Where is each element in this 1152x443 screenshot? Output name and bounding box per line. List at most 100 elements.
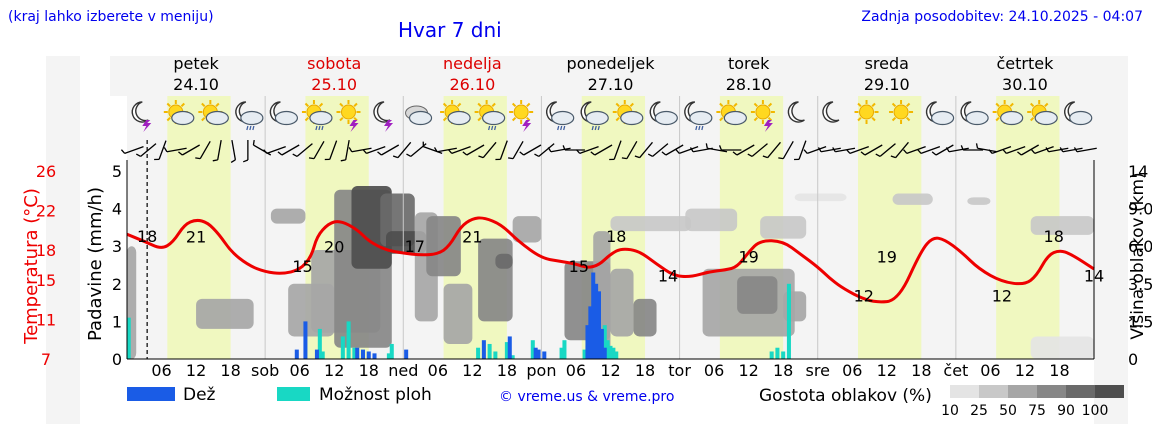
wind-shaft [652,143,669,157]
wind-feather [292,153,298,157]
rain-bar [355,347,360,359]
wind-feather [392,155,399,159]
wind-shaft [296,143,313,157]
wind-shaft [977,147,998,153]
city-select-note[interactable]: (kraj lahko izberete v meniju) [8,9,214,25]
rain-bar [303,321,308,359]
wind-shaft [281,144,300,156]
wind-shaft [1048,147,1069,153]
x-tick-label: 18 [635,361,655,380]
sun-cloud-icon [612,100,644,126]
cloud-cover-patch [196,298,254,329]
daylight-band [858,96,922,359]
cloud-cover-patch [685,208,738,232]
lightning-bolt [349,120,359,132]
cloud-cover-patch [426,216,461,277]
wind-feather [762,155,768,159]
rain-drop [315,125,318,131]
sun-ray [1030,102,1035,108]
wind-barb-icon [1059,147,1083,153]
shower-bar [781,351,786,359]
day-date: 26.10 [449,75,495,94]
wind-shaft [351,147,372,153]
sun-ray [339,102,344,108]
wind-barb-icon [794,140,807,161]
cloud-density-title: Gostota oblakov (%) [759,386,932,406]
copyright-link[interactable]: © vreme.us & vreme.pro [499,389,674,405]
wind-barb-icon [647,143,669,157]
wind-barb-icon [931,144,954,156]
wind-barbs-row [120,139,1097,163]
wind-barb-icon [212,140,222,162]
cloud-height-axis-title: Višina oblakov (km) [1128,172,1148,339]
wind-feather [975,143,979,149]
wind-shaft [991,145,1012,155]
wind-barb-icon [163,147,187,153]
lightning-bolt [142,120,152,132]
cloud-shape [1000,110,1024,126]
wind-barb-icon [195,141,211,160]
wind-barb-icon [609,140,622,161]
rain-bar [536,349,541,359]
density-swatch [1095,385,1124,398]
wind-feather [252,139,255,146]
sun-ray [166,116,171,122]
x-tick-label: 18 [359,361,379,380]
x-tick-label: 12 [186,361,206,380]
sun-icon [889,100,914,124]
wind-shaft [466,144,485,156]
wind-barb-icon [778,141,794,160]
x-tick-label: 12 [1015,361,1035,380]
wind-shaft [140,143,157,157]
sun-ray [753,102,758,108]
shower-bar [389,343,394,359]
wind-shaft [182,144,200,156]
rain-bar [294,349,299,359]
wind-barb-icon [960,145,984,151]
cloud-height-tick-label: 0 [1128,350,1138,369]
rain-bar [404,349,409,359]
sun-ray [1009,102,1014,108]
wind-barb-icon [433,147,457,153]
wind-barb-icon [1017,144,1039,156]
cloud-cover-layer [127,186,1094,359]
shower-bar [487,343,492,359]
temperature-tick-label: 7 [41,350,51,369]
cloud-cover-patch [610,268,634,337]
density-swatch [1037,385,1066,398]
wind-shaft [895,141,909,159]
shower-bar [602,325,607,359]
wind-barb-icon [718,145,742,151]
wind-barb-icon [277,144,300,156]
temperature-tick-label: 11 [36,310,56,329]
day-headers: petek 24.10 sobota 25.10 nedelja 26.10 ponedel… [173,54,1054,94]
x-tick-label: 06 [566,361,586,380]
sun-disc [513,104,529,120]
sun-ray [491,102,496,108]
wind-shaft [124,145,144,155]
x-tick-label: 12 [877,361,897,380]
precip-axis-title: Padavine (mm/h) [85,187,106,341]
wind-shaft [313,141,325,159]
day-name: sobota [307,54,361,73]
moon-crescent [822,101,840,123]
cloud-shape [585,110,609,126]
wind-barb-icon [903,145,926,155]
wind-shaft [1076,147,1097,153]
wind-barb-icon [803,145,827,155]
wind-feather [647,153,653,157]
wind-feather [562,145,566,151]
wind-barb-icon [478,141,497,159]
density-tick-label: 90 [1057,403,1075,419]
wind-shaft [166,147,187,153]
wind-barb-icon [562,145,585,151]
rain-bar [588,306,593,359]
wind-shaft [665,144,684,156]
sun-ray [871,102,876,108]
cloud-height-tick-label: 6.0 [1128,237,1152,256]
cloud-cover-patch [495,253,513,269]
sun-ray [857,116,862,122]
cloud-height-tick-label: 14 [1128,162,1148,181]
temperature-data-label: 15 [569,257,589,276]
